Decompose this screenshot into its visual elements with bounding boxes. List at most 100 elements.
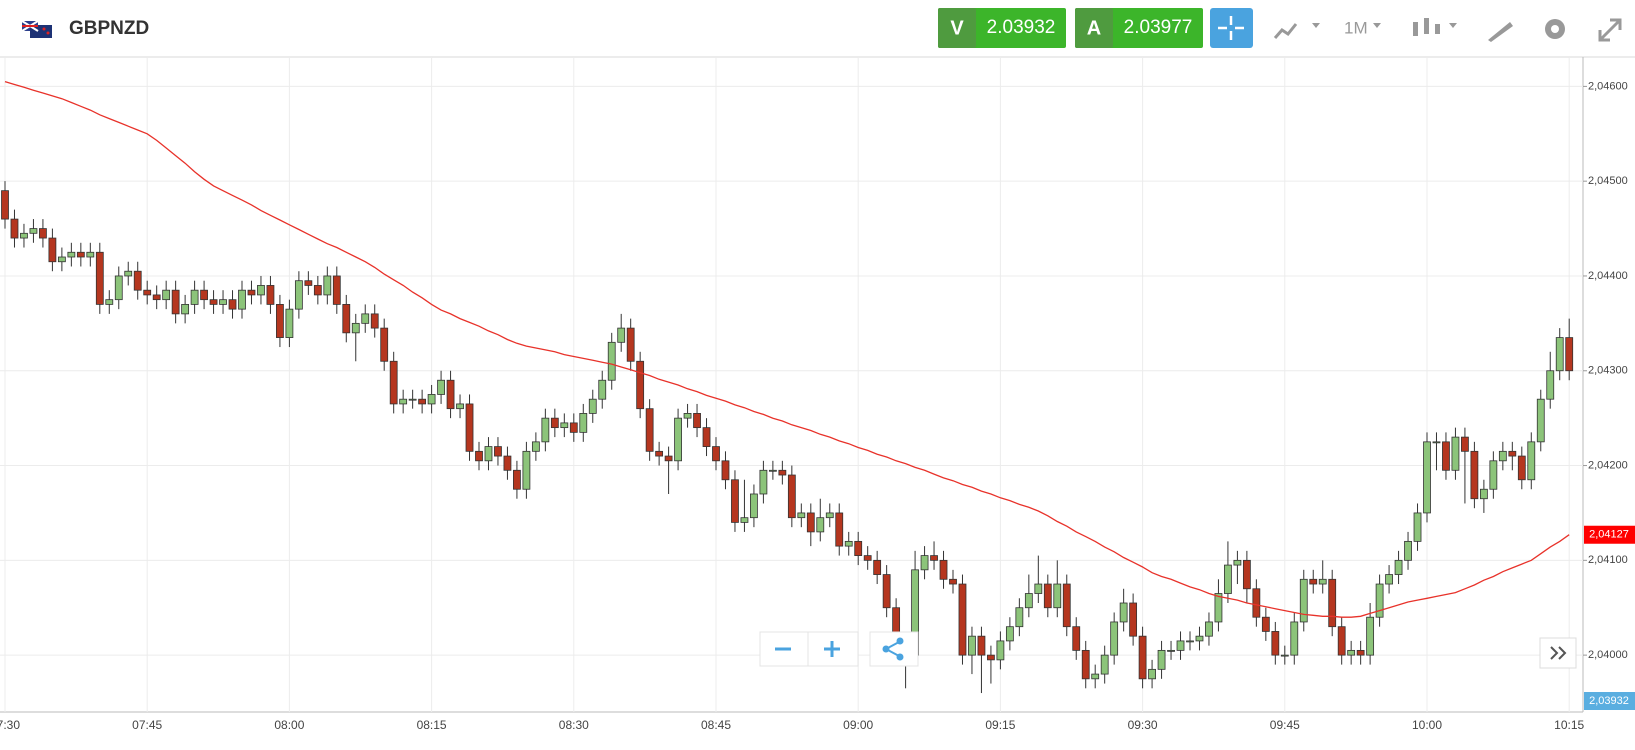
- candle-body: [1024, 593, 1033, 609]
- candle-body: [370, 313, 379, 329]
- y-tick-label: 2,04500: [1588, 175, 1628, 187]
- grid: [0, 57, 1587, 712]
- candle-body: [531, 441, 540, 452]
- x-tick-label: 08:00: [274, 718, 304, 732]
- sell-button[interactable]: V 2.03932: [938, 8, 1066, 48]
- crosshair-button[interactable]: [1210, 8, 1253, 48]
- price-tag-box: [1584, 525, 1635, 544]
- chart-type-button[interactable]: [1273, 23, 1320, 39]
- candle-body: [124, 270, 133, 277]
- candle-body: [152, 294, 161, 301]
- candle-body: [664, 455, 673, 462]
- zoom-in-button[interactable]: [807, 631, 859, 667]
- candle-body: [731, 479, 739, 523]
- candle-body: [209, 299, 218, 305]
- settings-button[interactable]: [1545, 19, 1565, 39]
- candle-body: [105, 299, 114, 305]
- candle-body: [39, 228, 47, 239]
- candle-body: [958, 583, 967, 656]
- x-tick-label: 09:00: [843, 718, 873, 732]
- timeframe-button[interactable]: 1M: [1344, 18, 1381, 37]
- share-button[interactable]: [869, 631, 919, 667]
- candle-body: [342, 304, 351, 334]
- candle-body: [674, 417, 682, 462]
- candle-body: [408, 398, 417, 401]
- candle-body: [1224, 564, 1232, 594]
- candle-body: [1394, 559, 1403, 575]
- candle-body: [1347, 649, 1356, 656]
- draw-button[interactable]: [1488, 22, 1513, 42]
- candle-body: [740, 517, 749, 523]
- candle-body: [1186, 640, 1194, 643]
- price-tag: 2,03932: [1584, 692, 1635, 710]
- candle-body: [579, 413, 588, 433]
- candle-body: [1366, 616, 1375, 656]
- candle-body: [427, 394, 436, 405]
- candle-body: [48, 237, 57, 263]
- x-tick-label: 08:15: [417, 718, 447, 732]
- price-tag-box: [1584, 692, 1635, 710]
- candle-type-button[interactable]: [1413, 18, 1457, 36]
- candle-body: [133, 270, 142, 291]
- candle-body: [190, 289, 199, 305]
- candle-body: [1214, 593, 1223, 623]
- candle-body: [1404, 540, 1412, 561]
- candle-body: [1280, 654, 1289, 657]
- candle-body: [721, 460, 730, 481]
- buy-price: 2.03977: [1124, 17, 1193, 38]
- moving-average-line: [4, 80, 1570, 618]
- candle-body: [361, 313, 370, 324]
- candle-body: [930, 555, 938, 561]
- candle-body: [247, 289, 256, 296]
- candle-body: [1053, 583, 1062, 609]
- candle-body: [1110, 621, 1119, 656]
- candle-body: [977, 635, 986, 656]
- candle-body: [939, 559, 948, 580]
- candle-body: [1252, 588, 1261, 618]
- candle-body: [806, 512, 815, 533]
- candle-body: [143, 289, 152, 296]
- candle-body: [475, 450, 483, 462]
- candle-body: [1176, 640, 1185, 651]
- fullscreen-button[interactable]: [1598, 18, 1622, 42]
- candle-body: [114, 275, 123, 301]
- candle-body: [1565, 337, 1574, 372]
- candle-body: [351, 322, 360, 334]
- candle-body: [1489, 460, 1498, 490]
- candle-body: [323, 275, 332, 296]
- candle-body: [1034, 583, 1043, 594]
- buy-button[interactable]: A 2.03977: [1075, 8, 1203, 48]
- candle-body: [171, 289, 180, 315]
- candle-body: [683, 413, 692, 419]
- candle-body: [332, 275, 341, 305]
- candle-body: [76, 251, 85, 258]
- candle-body: [1, 190, 9, 220]
- candle-body: [389, 360, 398, 405]
- candle-body: [313, 285, 322, 296]
- candle-body: [1129, 602, 1138, 637]
- candle-body: [541, 417, 550, 443]
- candle-body: [1091, 673, 1100, 680]
- y-tick-label: 2,04400: [1588, 270, 1628, 282]
- scroll-end-button[interactable]: [1539, 637, 1577, 669]
- candle-body: [294, 280, 303, 310]
- candle-body: [702, 427, 711, 447]
- candle-body: [513, 469, 521, 490]
- candle-body: [522, 450, 531, 490]
- candle-body: [712, 446, 720, 462]
- zoom-out-button[interactable]: [759, 631, 809, 667]
- candle-body: [768, 469, 777, 472]
- candle-body: [1527, 441, 1536, 481]
- candle-body: [569, 422, 578, 433]
- y-tick-label: 2,04100: [1588, 554, 1628, 566]
- x-tick-label: 08:30: [559, 718, 589, 732]
- candle-body: [854, 540, 863, 556]
- candle-body: [759, 469, 768, 495]
- buy-label: A: [1087, 17, 1101, 39]
- price-tag-label: 2,03932: [1589, 695, 1629, 707]
- candle-body: [95, 251, 104, 305]
- candle-body: [456, 403, 464, 410]
- candle-body: [598, 379, 607, 400]
- candle-body: [57, 256, 66, 263]
